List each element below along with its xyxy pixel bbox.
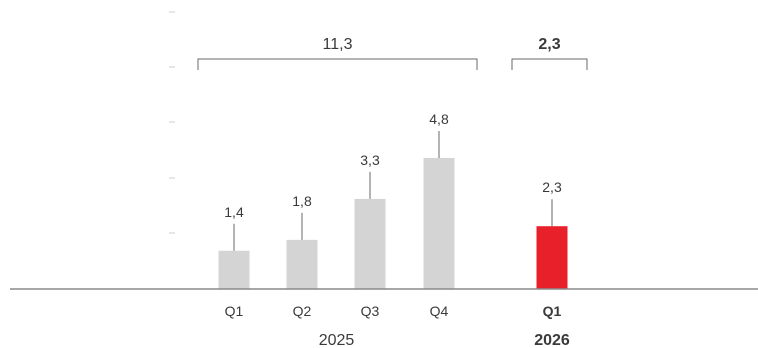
category-label-0: Q1: [225, 303, 244, 319]
value-label-1: 1,8: [292, 193, 312, 209]
value-label-0: 1,4: [224, 204, 244, 220]
group-label-2026: 2026: [534, 332, 570, 348]
bracket-2025: [197, 58, 478, 70]
category-label-4: Q1: [543, 303, 562, 319]
category-label-2: Q3: [361, 303, 380, 319]
bracket-2026: [511, 58, 588, 70]
group-brackets: 11,3 2,3: [197, 36, 588, 70]
bars: [218, 157, 568, 289]
category-label-3: Q4: [430, 303, 449, 319]
group-label-2025: 2025: [319, 332, 355, 348]
category-label-1: Q2: [293, 303, 312, 319]
value-label-4: 2,3: [542, 179, 562, 195]
bar-q1-4: [536, 226, 568, 289]
group-total-2026: 2,3: [538, 36, 560, 53]
group-total-2025: 11,3: [323, 36, 353, 53]
value-label-3: 4,8: [429, 111, 449, 127]
bar-q4-3: [423, 157, 455, 289]
bar-q2-1: [286, 239, 318, 289]
labels: 1,4 1,8 3,3 4,8 2,3 Q1 Q2 Q3 Q4 Q1 2025 2026: [224, 111, 570, 348]
y-axis-ticks: [169, 11, 175, 234]
value-label-2: 3,3: [360, 152, 380, 168]
bar-q1-0: [218, 250, 250, 289]
bar-q3-2: [354, 198, 386, 289]
